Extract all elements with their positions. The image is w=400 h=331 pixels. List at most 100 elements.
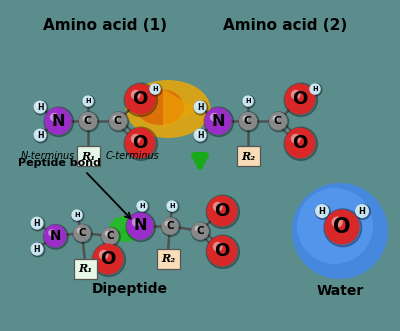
Circle shape: [84, 98, 88, 101]
Circle shape: [44, 107, 74, 137]
Circle shape: [332, 216, 343, 228]
Circle shape: [131, 90, 141, 100]
Circle shape: [297, 188, 373, 264]
Circle shape: [239, 112, 257, 130]
Circle shape: [318, 207, 322, 211]
Circle shape: [136, 201, 149, 213]
Circle shape: [194, 100, 206, 114]
Circle shape: [166, 200, 178, 212]
FancyBboxPatch shape: [76, 146, 100, 166]
Circle shape: [315, 204, 329, 218]
Text: C: C: [84, 116, 92, 126]
Circle shape: [324, 210, 360, 245]
Text: R₂: R₂: [241, 151, 255, 162]
Circle shape: [292, 183, 388, 279]
Circle shape: [239, 112, 259, 132]
Text: N-terminus: N-terminus: [21, 151, 75, 161]
Circle shape: [191, 222, 210, 241]
Circle shape: [194, 128, 206, 142]
Circle shape: [291, 90, 301, 100]
Circle shape: [355, 204, 370, 219]
Text: C: C: [274, 116, 282, 126]
Circle shape: [136, 200, 148, 212]
Circle shape: [33, 219, 37, 223]
Text: C: C: [244, 116, 252, 126]
Circle shape: [132, 218, 140, 226]
Circle shape: [213, 242, 223, 252]
Text: H: H: [139, 203, 145, 209]
Text: C: C: [106, 231, 114, 241]
Text: O: O: [214, 202, 230, 220]
Circle shape: [44, 224, 66, 248]
Circle shape: [244, 98, 248, 101]
Circle shape: [168, 203, 172, 206]
Circle shape: [206, 196, 238, 226]
Circle shape: [161, 217, 179, 235]
Circle shape: [310, 84, 322, 96]
Circle shape: [242, 95, 254, 107]
Text: O: O: [100, 250, 116, 268]
Circle shape: [285, 127, 315, 159]
Circle shape: [44, 107, 72, 135]
Text: Peptide bond: Peptide bond: [18, 158, 102, 168]
Circle shape: [206, 235, 240, 268]
Circle shape: [291, 134, 301, 144]
Text: N: N: [49, 229, 61, 243]
Text: H: H: [74, 212, 80, 218]
Circle shape: [196, 103, 200, 107]
Text: H: H: [37, 103, 43, 112]
Text: C: C: [114, 116, 122, 126]
Circle shape: [194, 129, 208, 143]
Text: Water: Water: [316, 284, 364, 298]
Circle shape: [285, 84, 315, 115]
Circle shape: [79, 112, 99, 132]
Circle shape: [71, 209, 83, 221]
Circle shape: [77, 228, 82, 233]
Circle shape: [74, 212, 77, 215]
Ellipse shape: [109, 216, 141, 242]
Circle shape: [125, 84, 155, 115]
Circle shape: [34, 101, 48, 115]
Text: H: H: [245, 98, 251, 104]
Circle shape: [125, 127, 155, 159]
Circle shape: [191, 222, 209, 240]
Text: C: C: [78, 228, 86, 238]
Circle shape: [33, 245, 37, 249]
Circle shape: [165, 221, 170, 226]
Circle shape: [126, 212, 156, 242]
Text: H: H: [37, 130, 43, 139]
Text: O: O: [214, 242, 230, 260]
Circle shape: [126, 213, 154, 240]
Circle shape: [31, 243, 45, 257]
Circle shape: [206, 195, 240, 228]
Circle shape: [138, 203, 142, 206]
Circle shape: [210, 113, 218, 121]
Circle shape: [152, 85, 155, 89]
Circle shape: [204, 107, 232, 135]
Circle shape: [269, 112, 289, 132]
Circle shape: [112, 116, 118, 121]
Text: N: N: [211, 114, 225, 128]
Circle shape: [72, 210, 84, 222]
Text: N: N: [133, 218, 147, 233]
Circle shape: [82, 96, 95, 108]
Circle shape: [92, 243, 126, 276]
Circle shape: [34, 128, 46, 142]
Circle shape: [79, 112, 97, 130]
Circle shape: [204, 107, 234, 137]
Text: H: H: [358, 207, 366, 215]
Circle shape: [48, 229, 56, 236]
Circle shape: [30, 242, 44, 256]
Text: R₁: R₁: [78, 263, 92, 274]
Text: H: H: [312, 86, 318, 92]
Text: C: C: [166, 221, 174, 231]
Circle shape: [284, 127, 318, 161]
Text: H: H: [85, 98, 91, 104]
Text: O: O: [292, 90, 308, 108]
Circle shape: [161, 217, 180, 236]
Circle shape: [131, 134, 141, 144]
Text: O: O: [333, 217, 351, 237]
Circle shape: [50, 113, 58, 121]
Text: H: H: [197, 103, 203, 112]
Circle shape: [196, 131, 200, 135]
